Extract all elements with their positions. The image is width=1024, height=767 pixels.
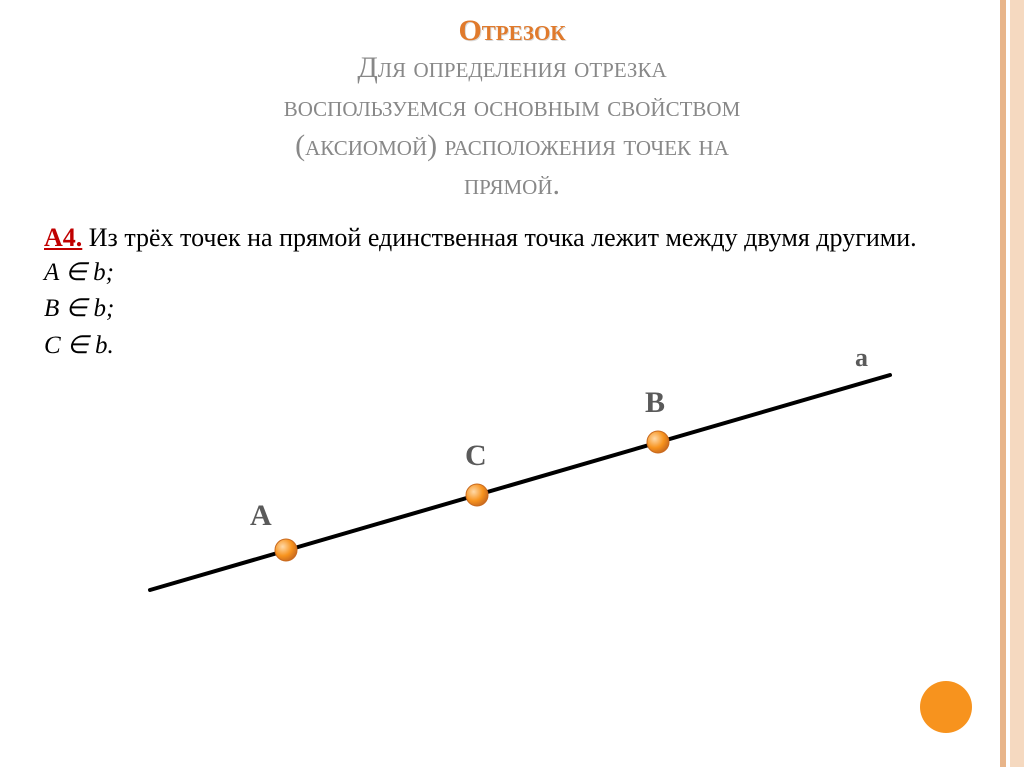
title-line-1: Для определения отрезка (357, 51, 666, 84)
point-A (275, 539, 297, 561)
title-line-3: (аксиомой) расположения точек на (295, 129, 729, 162)
point-C (466, 484, 488, 506)
axiom-body: Из трёх точек на прямой единственная точ… (82, 223, 916, 252)
membership-1: A ∈ b; (44, 255, 964, 291)
corner-circle-accent (920, 681, 972, 733)
slide: { "colors": { "accent_orange": "#e07a2c"… (0, 0, 1024, 767)
border-bar-inner (1000, 0, 1006, 767)
line-a (150, 375, 890, 590)
title-line-4: прямой. (464, 168, 560, 201)
point-label-B: B (645, 386, 665, 419)
point-label-A: A (250, 499, 272, 532)
border-bar-outer (1010, 0, 1024, 767)
line-label-a: a (855, 343, 868, 372)
line-diagram: a A C B (120, 330, 940, 670)
slide-title-body: Для определения отрезка воспользуемся ос… (60, 48, 964, 204)
title-line-2: воспользуемся основным свойством (284, 90, 741, 123)
axiom-label: А4. (44, 223, 82, 252)
slide-title-accent: Отрезок (60, 14, 964, 48)
header-block: Отрезок Для определения отрезка воспольз… (60, 14, 964, 204)
point-B (647, 431, 669, 453)
right-decor-border (996, 0, 1024, 767)
membership-2: B ∈ b; (44, 291, 964, 327)
point-label-C: C (465, 439, 487, 472)
axiom-text: А4. Из трёх точек на прямой единственная… (44, 220, 964, 255)
